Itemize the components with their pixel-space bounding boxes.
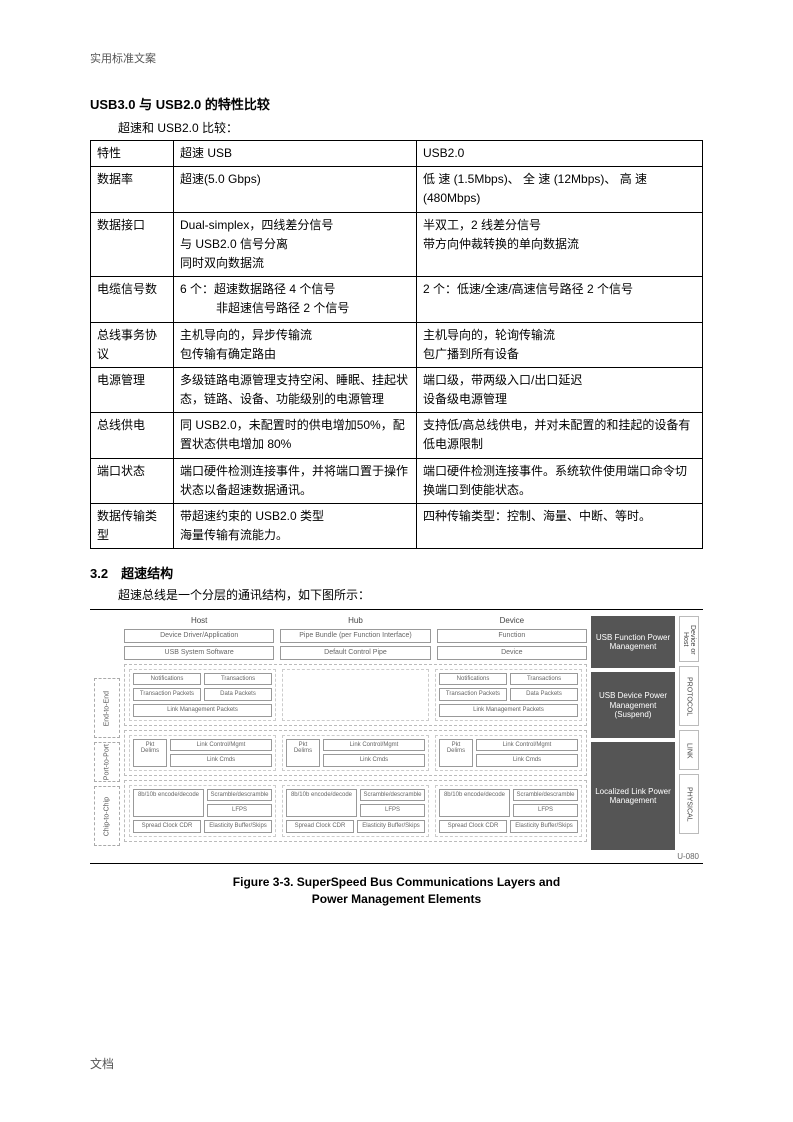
table-cell: 半双工，2 线差分信号带方向仲裁转换的单向数据流 xyxy=(417,212,703,277)
section2-desc: 超速总线是一个分层的通讯结构，如下图所示： xyxy=(118,586,703,603)
proto-box: Link Management Packets xyxy=(439,704,578,717)
link-pkt: Pkt Delims xyxy=(133,739,167,767)
phy-box: 8b/10b encode/decode xyxy=(286,789,357,817)
vlab-phys: PHYSICAL xyxy=(679,774,699,834)
phy-box: Spread Clock CDR xyxy=(286,820,354,833)
page-header: 实用标准文案 xyxy=(90,50,703,66)
left-label-c2c: Chip-to-Chip xyxy=(94,786,120,846)
vlab-link: LINK xyxy=(679,730,699,770)
table-cell: 端口级，带两级入口/出口延迟设备级电源管理 xyxy=(417,367,703,412)
table-cell: 6 个：超速数据路径 4 个信号 非超速信号路径 2 个信号 xyxy=(174,277,417,322)
comparison-table: 特性 超速 USB USB2.0 数据率超速(5.0 Gbps)低 速 (1.5… xyxy=(90,140,703,549)
vlab-proto: PROTOCOL xyxy=(679,666,699,726)
section-title: USB3.0 与 USB2.0 的特性比较 xyxy=(90,94,703,113)
phy-box: Spread Clock CDR xyxy=(133,820,201,833)
proto-box: Transactions xyxy=(510,673,578,686)
table-cell: 低 速 (1.5Mbps)、 全 速 (12Mbps)、 高 速(480Mbps… xyxy=(417,167,703,212)
table-cell: 电源管理 xyxy=(91,367,174,412)
phy-box: LFPS xyxy=(360,804,425,817)
link-box: Link Cmds xyxy=(476,754,578,767)
rbox-dev-pm: USB Device Power Management (Suspend) xyxy=(591,672,675,738)
box-dev: Device xyxy=(437,646,587,660)
proto-box: Notifications xyxy=(439,673,507,686)
link-box: Link Cmds xyxy=(323,754,425,767)
phy-box: LFPS xyxy=(207,804,272,817)
link-box: Link Control/Mgmt xyxy=(476,739,578,752)
proto-box: Transactions xyxy=(204,673,272,686)
phy-box: Spread Clock CDR xyxy=(439,820,507,833)
table-cell: 数据传输类型 xyxy=(91,504,174,549)
link-box: Link Cmds xyxy=(170,754,272,767)
th-col0: 特性 xyxy=(91,141,174,167)
diagram-container: End-to-End Port-to-Port Chip-to-Chip Hos… xyxy=(90,609,703,864)
table-cell: 带超速约束的 USB2.0 类型海量传输有流能力。 xyxy=(174,504,417,549)
th-col1: 超速 USB xyxy=(174,141,417,167)
link-pkt: Pkt Delims xyxy=(286,739,320,767)
diagram-code: U-080 xyxy=(94,852,699,861)
col-hdr-host: Host xyxy=(124,616,274,625)
box-uss: USB System Software xyxy=(124,646,274,660)
figure-caption: Figure 3-3. SuperSpeed Bus Communication… xyxy=(90,874,703,908)
proto-box: Data Packets xyxy=(510,688,578,701)
box-pipe: Pipe Bundle (per Function Interface) xyxy=(280,629,430,643)
link-box: Link Control/Mgmt xyxy=(323,739,425,752)
table-cell: 四种传输类型：控制、海量、中断、等时。 xyxy=(417,504,703,549)
box-func: Function xyxy=(437,629,587,643)
table-cell: 总线供电 xyxy=(91,413,174,458)
phy-box: Scramble/descramble xyxy=(513,789,578,802)
phy-box: Elasticity Buffer/Skips xyxy=(204,820,272,833)
proto-box: Notifications xyxy=(133,673,201,686)
phy-box: Scramble/descramble xyxy=(207,789,272,802)
table-cell: 超速(5.0 Gbps) xyxy=(174,167,417,212)
th-col2: USB2.0 xyxy=(417,141,703,167)
table-cell: 2 个：低速/全速/高速信号路径 2 个信号 xyxy=(417,277,703,322)
phy-box: LFPS xyxy=(513,804,578,817)
table-cell: 主机导向的，轮询传输流包广播到所有设备 xyxy=(417,322,703,367)
left-label-p2p: Port-to-Port xyxy=(94,742,120,782)
col-hdr-device: Device xyxy=(437,616,587,625)
vlab-devhost: Device or Host xyxy=(679,616,699,662)
section-subtitle: 超速和 USB2.0 比较： xyxy=(118,119,703,136)
table-cell: 支持低/高总线供电，并对未配置的和挂起的设备有低电源限制 xyxy=(417,413,703,458)
box-dda: Device Driver/Application xyxy=(124,629,274,643)
table-cell: 数据接口 xyxy=(91,212,174,277)
proto-box: Transaction Packets xyxy=(439,688,507,701)
table-cell: 端口硬件检测连接事件，并将端口置于操作状态以备超速数据通讯。 xyxy=(174,458,417,503)
box-dcp: Default Control Pipe xyxy=(280,646,430,660)
proto-box: Data Packets xyxy=(204,688,272,701)
phy-box: 8b/10b encode/decode xyxy=(439,789,510,817)
table-cell: 主机导向的，异步传输流包传输有确定路由 xyxy=(174,322,417,367)
section2-title: 3.2 超速结构 xyxy=(90,563,703,582)
table-cell: 总线事务协议 xyxy=(91,322,174,367)
table-cell: 多级链路电源管理支持空闲、睡眠、挂起状态，链路、设备、功能级别的电源管理 xyxy=(174,367,417,412)
table-cell: Dual-simplex，四线差分信号与 USB2.0 信号分离同时双向数据流 xyxy=(174,212,417,277)
rbox-func-pm: USB Function Power Management xyxy=(591,616,675,668)
proto-box: Link Management Packets xyxy=(133,704,272,717)
link-box: Link Control/Mgmt xyxy=(170,739,272,752)
link-pkt: Pkt Delims xyxy=(439,739,473,767)
proto-box: Transaction Packets xyxy=(133,688,201,701)
col-hdr-hub: Hub xyxy=(280,616,430,625)
left-label-e2e: End-to-End xyxy=(94,678,120,738)
rbox-link-pm: Localized Link Power Management xyxy=(591,742,675,850)
page-footer: 文档 xyxy=(90,1055,114,1072)
phy-box: Scramble/descramble xyxy=(360,789,425,802)
phy-box: Elasticity Buffer/Skips xyxy=(357,820,425,833)
phy-box: 8b/10b encode/decode xyxy=(133,789,204,817)
table-cell: 同 USB2.0，未配置时的供电增加50%，配置状态供电增加 80% xyxy=(174,413,417,458)
table-cell: 电缆信号数 xyxy=(91,277,174,322)
table-cell: 端口硬件检测连接事件。系统软件使用端口命令切换端口到使能状态。 xyxy=(417,458,703,503)
phy-box: Elasticity Buffer/Skips xyxy=(510,820,578,833)
table-cell: 端口状态 xyxy=(91,458,174,503)
table-cell: 数据率 xyxy=(91,167,174,212)
